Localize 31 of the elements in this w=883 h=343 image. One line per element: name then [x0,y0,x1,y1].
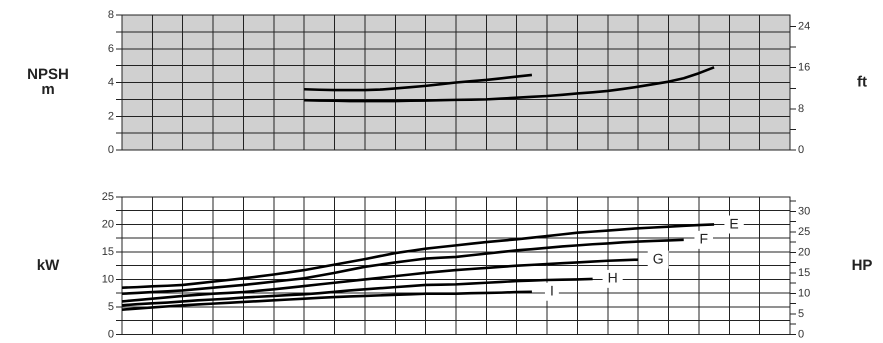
y-tick-label: 2 [108,110,114,122]
y2-tick-label: 8 [798,102,804,115]
y-tick-label: 5 [108,300,114,313]
y2-tick-label: 5 [798,308,804,320]
y2-tick-label: 30 [798,205,810,218]
y-axis-title: kW [36,256,60,274]
y-tick-label: 15 [102,246,114,258]
y-tick-label: 0 [108,328,114,340]
y2-tick-label: 20 [798,246,810,258]
series-label: I [550,282,554,299]
y2-tick-label: 15 [798,266,810,279]
y2-tick-label: 10 [798,287,810,300]
series-label: E [729,215,739,232]
y-tick-label: 8 [108,9,114,22]
y-tick-label: 0 [108,144,114,156]
y2-tick-label: 0 [798,144,804,156]
y-tick-label: 25 [102,191,114,204]
y2-tick-label: 16 [798,62,810,74]
y-tick-label: 20 [102,218,114,231]
y-tick-label: 10 [102,273,114,286]
y2-tick-label: 24 [798,20,810,33]
series-label: F [699,230,708,247]
series-label: H [608,270,618,286]
y-tick-label: 6 [108,42,114,55]
series-label: G [652,250,664,267]
y2-tick-label: 25 [798,226,810,238]
y-tick-label: 4 [108,76,114,89]
y2-tick-label: 0 [798,328,804,340]
y2-axis-title: HP [852,256,872,274]
y2-axis-title: ft [857,74,867,91]
y-axis-title: NPSH m [27,66,69,98]
